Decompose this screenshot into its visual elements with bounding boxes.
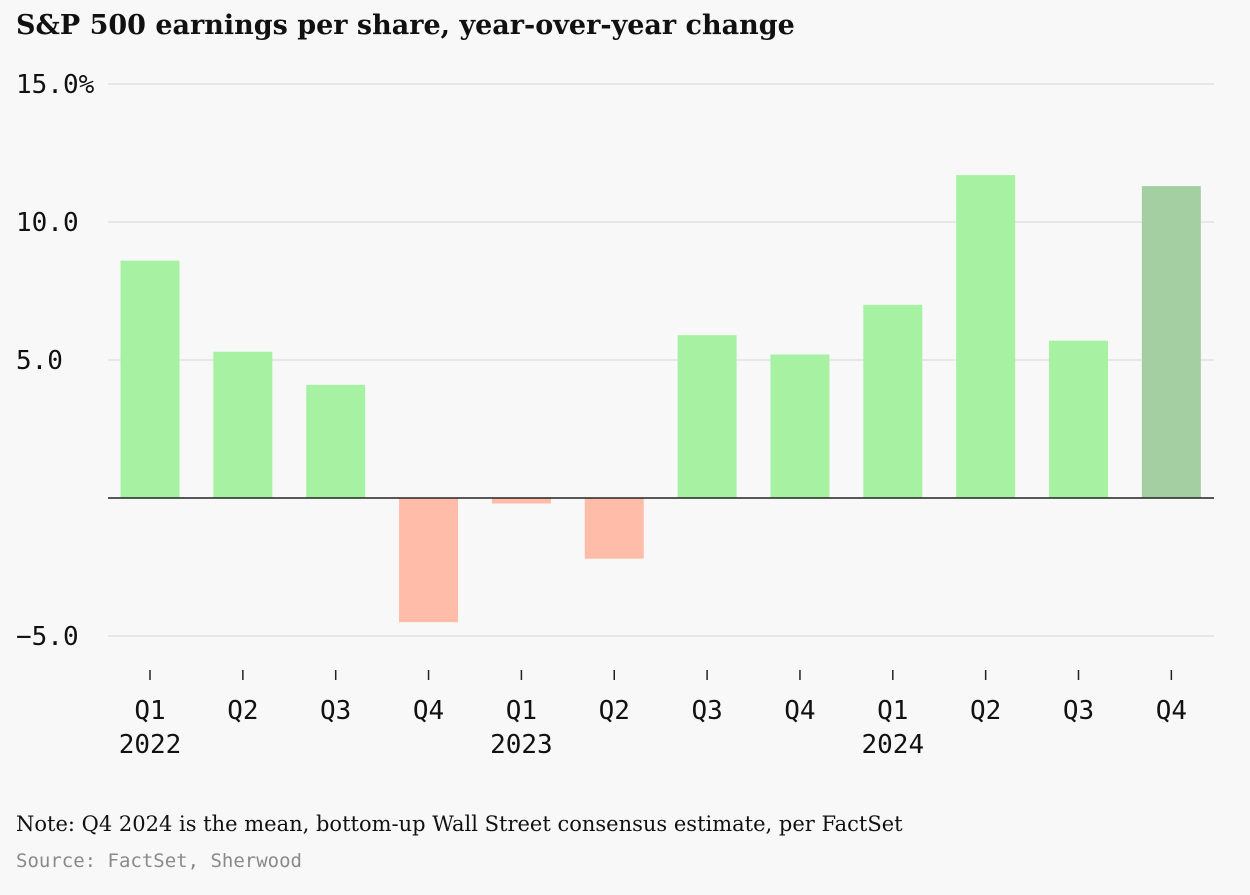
- x-tick-label: Q3: [1063, 696, 1094, 726]
- x-tick-label: Q4: [413, 696, 444, 726]
- bar: [399, 498, 459, 623]
- x-tick-label: Q1: [134, 696, 165, 726]
- x-year-label: 2023: [490, 730, 553, 760]
- bar: [1049, 340, 1108, 498]
- chart-note: Note: Q4 2024 is the mean, bottom-up Wal…: [16, 812, 903, 836]
- bar: [956, 175, 1016, 498]
- x-tick-label: Q2: [227, 696, 258, 726]
- chart-source: Source: FactSet, Sherwood: [16, 850, 302, 872]
- x-tick-label: Q3: [320, 696, 351, 726]
- chart-title: S&P 500 earnings per share, year-over-ye…: [16, 10, 795, 41]
- y-tick-label: 5.0: [16, 346, 63, 376]
- bar: [120, 260, 180, 498]
- x-tick-label: Q4: [1156, 696, 1187, 726]
- bar: [584, 498, 644, 559]
- y-tick-label: −5.0: [16, 622, 79, 652]
- x-tick-label: Q1: [877, 696, 908, 726]
- y-tick-label: 15.0%: [16, 70, 95, 100]
- x-year-label: 2022: [119, 730, 182, 760]
- x-tick-label: Q4: [784, 696, 815, 726]
- y-tick-label: 10.0: [16, 208, 79, 238]
- bar: [1141, 186, 1201, 498]
- bar: [677, 335, 737, 498]
- bar: [213, 351, 273, 498]
- bar: [770, 354, 830, 498]
- x-tick-label: Q3: [691, 696, 722, 726]
- x-tick-label: Q2: [970, 696, 1001, 726]
- bar: [491, 498, 551, 504]
- x-year-label: 2024: [861, 730, 924, 760]
- bar: [306, 384, 366, 498]
- bar: [863, 304, 923, 498]
- x-tick-label: Q2: [599, 696, 630, 726]
- x-tick-label: Q1: [506, 696, 537, 726]
